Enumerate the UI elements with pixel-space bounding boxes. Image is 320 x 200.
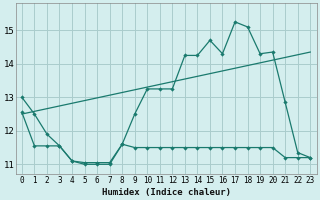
X-axis label: Humidex (Indice chaleur): Humidex (Indice chaleur) [101, 188, 231, 197]
